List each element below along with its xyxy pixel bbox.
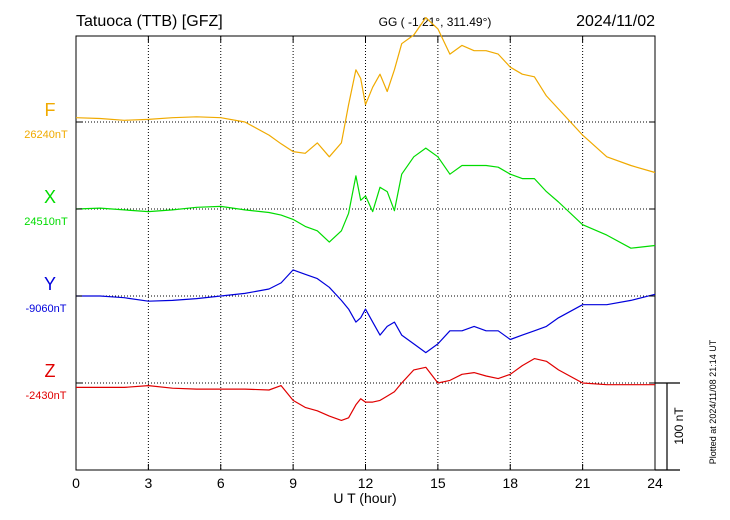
series-y-baseline: -9060nT [26, 303, 67, 315]
x-tick-label: 3 [144, 475, 152, 491]
date-label: 2024/11/02 [576, 13, 655, 30]
x-tick-label: 12 [358, 475, 374, 491]
x-tick-label: 24 [647, 475, 663, 491]
grid-lines [76, 36, 655, 470]
x-tick-label: 9 [289, 475, 297, 491]
x-axis-title: U T (hour) [333, 490, 396, 506]
series-f-name: F [45, 100, 56, 120]
series-y-line [76, 269, 656, 354]
series-f-line [75, 17, 656, 174]
x-tick-label: 18 [502, 475, 518, 491]
series-x-baseline: 24510nT [24, 216, 68, 228]
series-z-baseline: -2430nT [26, 390, 67, 402]
series-f-baseline: 26240nT [24, 129, 68, 141]
series-z-line [76, 358, 655, 421]
x-tick-label: 15 [430, 475, 446, 491]
series-layer: F 26240nT X 24510nT Y -9060nT Z -2430nT [24, 17, 656, 421]
series-z-name: Z [45, 361, 56, 381]
x-tick-label: 21 [575, 475, 591, 491]
scale-bar-label: 100 nT [672, 407, 686, 445]
scale-bar: 100 nT [655, 382, 686, 471]
coordinates-label: GG ( -1.21°, 311.49°) [379, 15, 492, 29]
station-title: Tatuoca (TTB) [GFZ] [76, 13, 223, 30]
series-x-line [75, 147, 656, 249]
x-tick-label: 0 [72, 475, 80, 491]
x-tick-label: 6 [217, 475, 225, 491]
x-axis: 0 3 6 9 12 15 18 21 24 [72, 36, 663, 491]
series-x-name: X [44, 187, 56, 207]
plotted-timestamp: Plotted at 2024/11/08 21:14 UT [708, 339, 718, 464]
series-y-name: Y [44, 274, 56, 294]
